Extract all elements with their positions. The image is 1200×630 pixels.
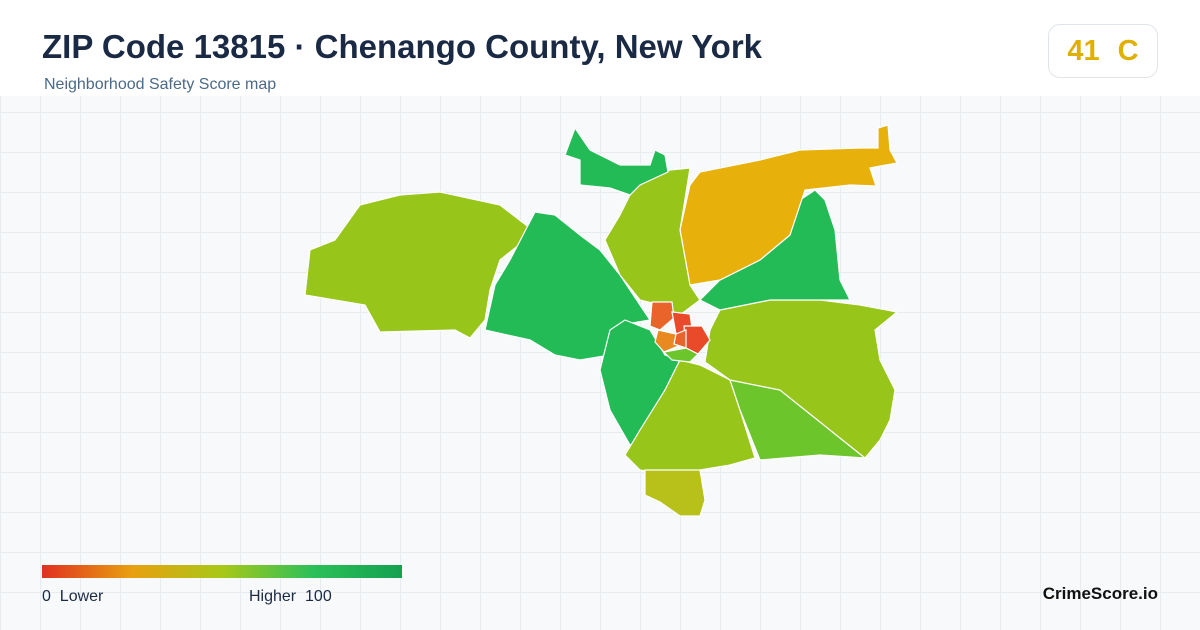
brand: CrimeScore.io	[1042, 584, 1158, 603]
region	[649, 301, 675, 331]
region	[644, 469, 706, 517]
score-badge: 41 C	[1048, 24, 1158, 78]
legend-min-value: 0	[42, 588, 51, 605]
legend-max-label: Higher	[249, 588, 297, 605]
legend-min-label: Lower	[59, 588, 104, 605]
legend-min: 0 Lower	[42, 588, 103, 606]
region	[484, 211, 652, 361]
region	[564, 126, 669, 196]
region	[662, 347, 700, 363]
title: ZIP Code 13815 · Chenango County, New Yo…	[42, 28, 763, 65]
legend-max-value: 100	[305, 588, 332, 605]
region	[679, 124, 898, 286]
score: 41	[1067, 34, 1100, 67]
header	[0, 0, 1200, 96]
region	[654, 329, 679, 353]
legend-bar	[42, 565, 402, 578]
grade: C	[1117, 34, 1139, 67]
legend-max: Higher 100	[249, 588, 332, 606]
subtitle: Neighborhood Safety Score map	[44, 76, 277, 93]
